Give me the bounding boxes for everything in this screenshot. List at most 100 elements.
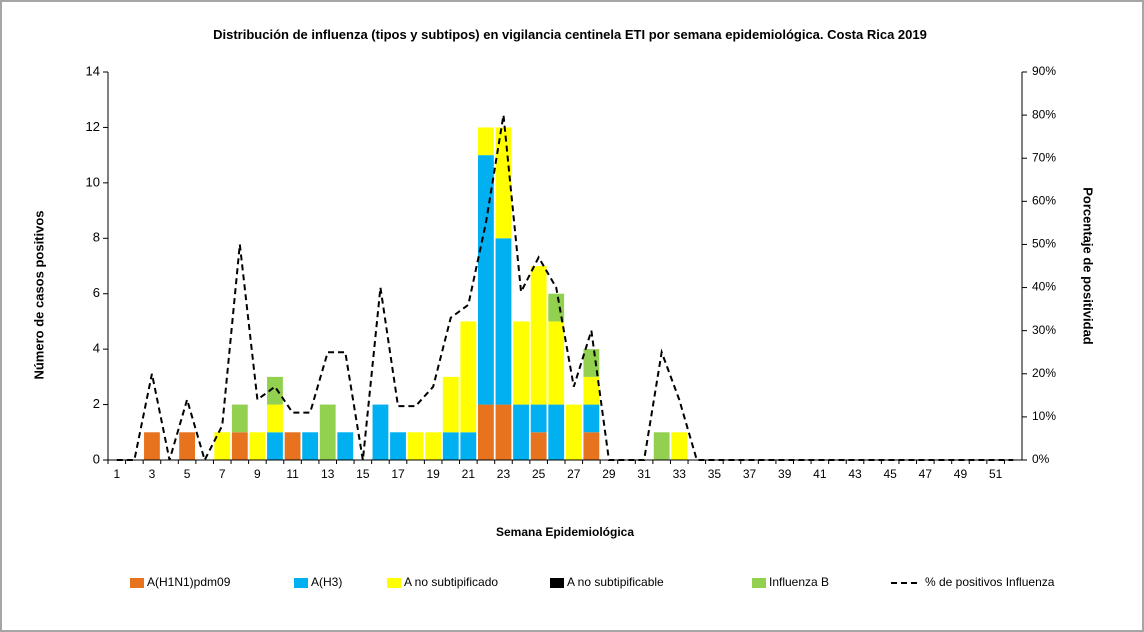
bar [530,432,547,460]
bar [530,404,547,433]
bar [425,432,442,460]
x-tick-label: 29 [602,467,616,481]
legend-swatch [387,578,401,588]
x-tick-label: 5 [184,467,191,481]
bar [495,238,512,405]
x-tick-label: 43 [848,467,862,481]
x-tick-label: 35 [708,467,722,481]
bar [337,432,354,460]
bar [179,432,196,460]
x-tick-label: 11 [286,467,299,481]
bar [653,432,670,460]
bar [477,155,494,405]
y2-tick-label: 90% [1032,64,1056,78]
bar [477,127,494,156]
y2-tick-label: 70% [1032,150,1056,164]
x-tick-label: 51 [989,467,1003,481]
y-tick-label: 14 [86,63,100,78]
bar [267,404,283,433]
bar [583,432,600,460]
y2-tick-label: 30% [1032,323,1056,337]
y-tick-label: 4 [93,341,100,356]
x-tick-label: 17 [391,467,405,481]
bar [231,432,248,460]
bar [267,376,283,405]
bar [267,432,283,460]
x-tick-label: 23 [497,467,511,481]
y-tick-label: 12 [86,119,100,134]
legend-label: A no subtipificable [567,575,664,589]
bar [513,404,529,460]
x-tick-label: 13 [321,467,335,481]
x-tick-label: 39 [778,467,792,481]
bar [583,404,600,433]
bar [231,404,248,433]
y-tick-label: 6 [93,285,100,300]
x-tick-label: 1 [113,467,120,481]
bar [407,432,424,460]
bar [460,432,477,460]
y2-tick-label: 80% [1032,107,1056,121]
y-axis-label: Número de casos positivos [31,210,46,379]
legend-label: A(H1N1)pdm09 [147,575,231,589]
legend-label: % de positivos Influenza [925,575,1055,589]
y2-tick-label: 20% [1032,366,1056,380]
x-tick-label: 9 [254,467,261,481]
y-tick-label: 8 [93,230,100,245]
x-tick-label: 19 [426,467,440,481]
y2-tick-label: 40% [1032,280,1056,294]
x-tick-label: 33 [673,467,687,481]
legend-label: Influenza B [769,575,829,589]
bar [302,432,319,460]
y2-tick-label: 60% [1032,194,1056,208]
bar [513,321,529,405]
x-tick-label: 31 [637,467,651,481]
bar [442,376,459,433]
x-tick-label: 27 [567,467,581,481]
legend-swatch [130,578,144,588]
bar [319,404,336,460]
bar [548,321,565,405]
x-tick-label: 37 [743,467,757,481]
bar [249,432,266,460]
bar [442,432,459,460]
legend-swatch [550,578,564,588]
bar [565,404,582,460]
bar [495,127,512,239]
x-tick-label: 7 [219,467,226,481]
chart-title: Distribución de influenza (tipos y subti… [213,27,927,42]
x-axis-label: Semana Epidemiológica [496,525,634,539]
bar [671,432,688,460]
bar [477,404,494,460]
x-tick-label: 41 [813,467,827,481]
bar [214,432,231,460]
bar [495,404,512,460]
bar [583,376,600,405]
y-tick-label: 0 [93,451,100,466]
legend-label: A no subtipificado [404,575,498,589]
bar [390,432,406,460]
y-tick-label: 2 [93,396,100,411]
legend-label: A(H3) [311,575,342,589]
bar [460,321,477,433]
bar [284,432,301,460]
y2-tick-label: 50% [1032,237,1056,251]
legend-swatch [294,578,308,588]
bar [548,293,565,322]
bar [372,404,389,460]
x-tick-label: 49 [954,467,968,481]
x-tick-label: 3 [149,467,156,481]
x-tick-label: 47 [919,467,933,481]
x-tick-label: 25 [532,467,546,481]
y2-axis-label: Porcentaje de positividad [1081,187,1096,345]
bar [144,432,160,460]
legend-swatch [752,578,766,588]
bar [548,404,565,460]
y2-tick-label: 0% [1032,452,1050,466]
y2-tick-label: 10% [1032,409,1056,423]
x-tick-label: 21 [462,467,476,481]
x-tick-label: 45 [883,467,897,481]
